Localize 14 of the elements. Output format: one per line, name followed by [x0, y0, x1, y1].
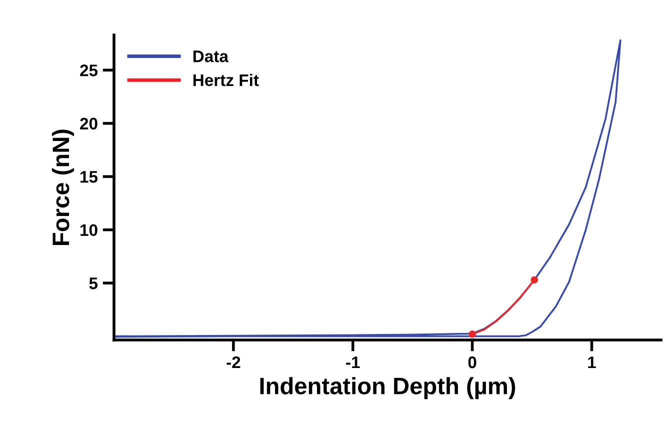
y-tick-label: 15	[80, 171, 98, 183]
y-tick-label: 25	[80, 64, 98, 76]
x-tick-label: 1	[588, 356, 596, 368]
legend-label: Hertz Fit	[193, 74, 259, 86]
y-tick-label: 5	[89, 278, 98, 290]
x-tick-label: 0	[468, 356, 476, 368]
y-axis-title: Force (nN)	[52, 130, 74, 245]
x-axis-title: Indentation Depth (µm)	[260, 377, 516, 400]
x-tick-label: -1	[346, 356, 360, 368]
legend-label: Data	[193, 50, 229, 62]
y-tick-label: 20	[80, 118, 98, 130]
y-tick-label: 10	[80, 224, 98, 236]
line-series	[114, 39, 622, 338]
x-tick-label: -2	[226, 356, 240, 368]
